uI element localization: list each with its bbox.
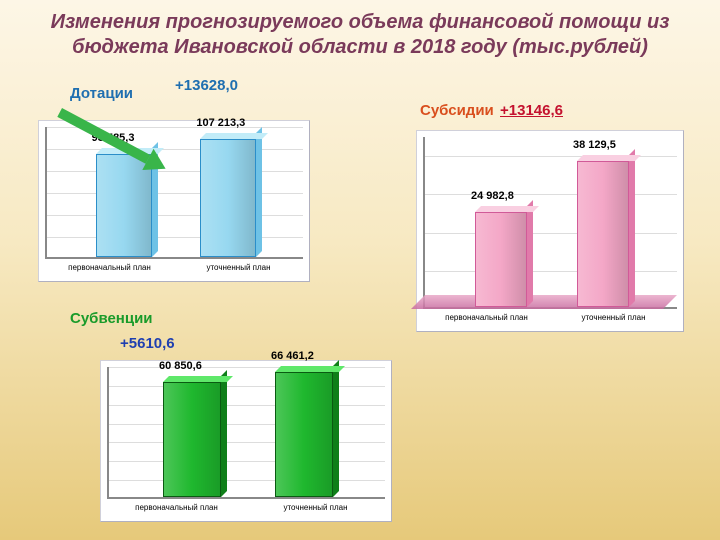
x-axis-labels: первоначальный плануточненный план: [107, 503, 385, 519]
x-axis-labels: первоначальный плануточненный план: [45, 263, 303, 279]
x-axis-labels: первоначальный плануточненный план: [423, 313, 677, 329]
subventions-chart: 60 850,666 461,2первоначальный плануточн…: [100, 360, 392, 522]
bar: [163, 382, 221, 497]
bar: [577, 161, 629, 307]
bar-value: 38 129,5: [573, 139, 616, 151]
dotations-chart: 93 585,3107 213,3первоначальный плануточ…: [38, 120, 310, 282]
dotations-label: Дотации: [70, 85, 133, 102]
page-title: Изменения прогнозируемого объема финансо…: [0, 0, 720, 60]
subsidies-chart: 24 982,8 38 129,5 первоначальный плануточн…: [416, 130, 684, 332]
subventions-delta: +5610,6: [120, 335, 175, 352]
subsidies-label: Субсидии: [420, 102, 494, 119]
bar: [200, 139, 256, 257]
bar: [275, 372, 333, 497]
bar-value: 60 850,6: [159, 360, 202, 372]
bar-value: 107 213,3: [196, 117, 245, 129]
bar-value: 24 982,8: [471, 190, 514, 202]
subventions-label: Субвенции: [70, 310, 153, 327]
dotations-delta: +13628,0: [175, 77, 238, 94]
bar: [475, 212, 527, 307]
subsidies-delta: +13146,6: [500, 102, 563, 119]
bar-value: 66 461,2: [271, 350, 314, 362]
